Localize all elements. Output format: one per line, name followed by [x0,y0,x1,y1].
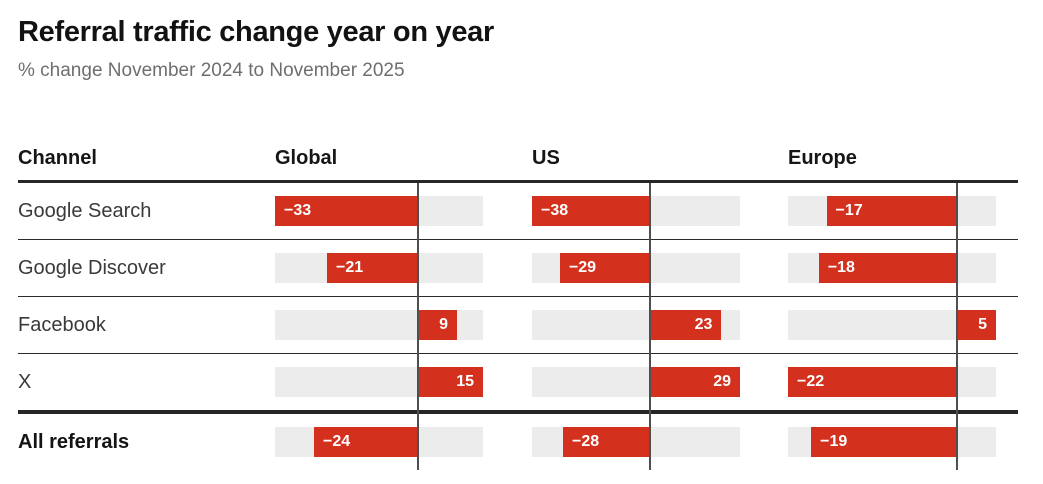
bar-value-label: −24 [323,433,351,450]
value-bar: −38 [532,196,650,226]
bar-value-label: −17 [835,202,863,219]
bar-value-label: 5 [978,316,987,333]
bar-value-label: 29 [713,373,731,390]
chart-title: Referral traffic change year on year [18,16,494,48]
bar-cell: 15 [275,354,483,410]
column-header-channel: Channel [18,147,97,169]
bar-cell: 23 [532,297,740,353]
chart-subtitle: % change November 2024 to November 2025 [18,60,405,81]
bar-cell: −18 [788,240,996,296]
bar-value-label: −29 [568,259,597,276]
bar-cell: −22 [788,354,996,410]
row-label: All referrals [18,431,130,453]
bar-cell: −17 [788,183,996,239]
row-label: Google Search [18,200,152,222]
row-label: X [18,371,32,393]
value-bar: −19 [811,427,958,457]
column-header-global: Global [275,147,338,169]
value-bar: 23 [649,310,722,340]
bar-cell: 29 [532,354,740,410]
value-bar: −28 [563,427,650,457]
table-header-row: Channel Global US Europe [18,120,1018,183]
bar-cell: 5 [788,297,996,353]
value-bar: 15 [418,367,483,397]
bar-cell: 9 [275,297,483,353]
bar-value-label: −33 [284,202,312,219]
zero-axis-line [956,183,959,470]
bar-value-label: −38 [541,202,569,219]
value-bar: −18 [818,253,958,283]
zero-axis-line [648,183,651,470]
row-label: Google Discover [18,257,166,279]
column-header-europe: Europe [788,147,857,169]
value-bar: −24 [314,427,418,457]
bar-cell: −38 [532,183,740,239]
referral-table: Channel Global US Europe Google Search −3… [18,120,1018,470]
table-row: All referrals −24 −28 −19 [18,414,1018,470]
bar-value-label: 23 [694,316,713,333]
zero-axis-line [417,183,419,470]
bar-cell: −29 [532,240,740,296]
bar-value-label: 9 [439,316,448,333]
value-bar: −17 [826,196,958,226]
bar-value-label: −22 [797,373,825,390]
bar-cell: −24 [275,414,483,470]
bar-cell: −19 [788,414,996,470]
value-bar: 9 [418,310,457,340]
bar-cell: −28 [532,414,740,470]
bar-value-label: −28 [572,433,600,450]
bar-value-label: −18 [827,259,855,276]
table-row: Facebook 9 23 5 [18,297,1018,354]
table-row: Google Discover −21 −29 −18 [18,240,1018,297]
bar-cell: −21 [275,240,483,296]
table-row: Google Search −33 −38 −17 [18,183,1018,240]
table-row: X 15 29 −22 [18,354,1018,414]
value-bar: −29 [559,253,650,283]
row-label: Facebook [18,314,106,336]
bar-cell: −33 [275,183,483,239]
bar-value-label: 15 [456,373,474,390]
table-body: Google Search −33 −38 −17 Google Discover −21… [18,183,1018,470]
bar-value-label: −21 [336,259,364,276]
value-bar: 29 [649,367,740,397]
value-bar: −33 [275,196,418,226]
value-bar: −22 [788,367,958,397]
value-bar: −21 [327,253,418,283]
value-bar: 5 [957,310,996,340]
bar-value-label: −19 [820,433,848,450]
column-header-us: US [532,147,560,169]
